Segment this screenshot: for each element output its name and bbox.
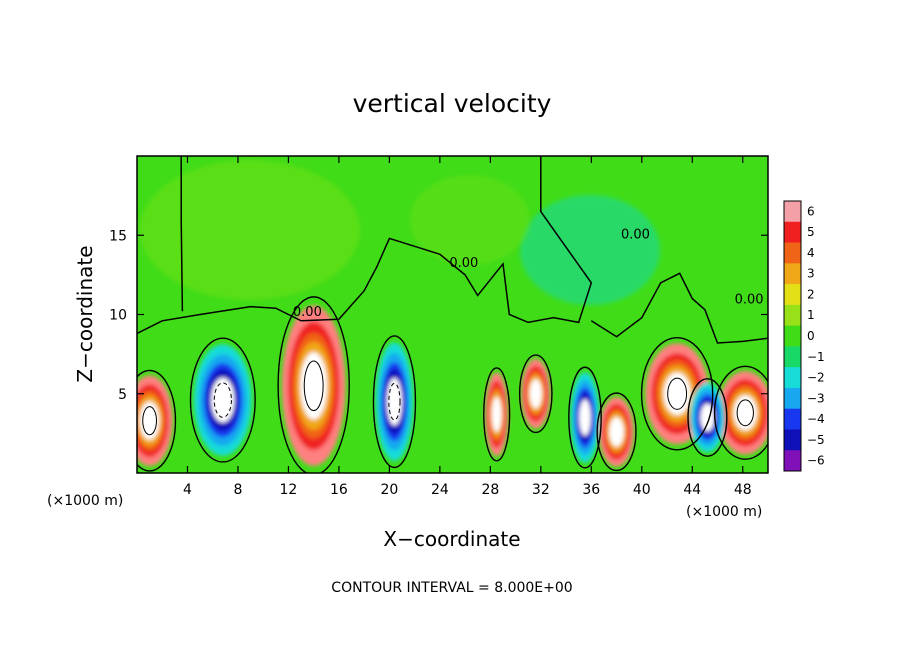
zero-contour [568, 366, 602, 469]
zero-contour [483, 367, 511, 462]
colorbar-swatch [784, 450, 801, 472]
zero-contour [372, 335, 417, 469]
colorbar-swatch [784, 242, 801, 264]
inner-contour [388, 382, 401, 421]
colorbar-tick-label: 4 [807, 246, 815, 260]
inner-contour [303, 360, 324, 412]
colorbar-swatch [784, 201, 801, 223]
x-tick-label: 40 [633, 482, 651, 498]
colorbar: 6 5 4 3 2 1 0 −1 −2 −3 −4 −5 −6 [783, 200, 825, 472]
contour-label: 0.00 [293, 305, 322, 320]
colorbar-tick-label: 6 [807, 204, 815, 218]
colorbar-swatch [784, 263, 801, 285]
zero-contour [640, 336, 714, 451]
colorbar-swatch [784, 221, 801, 244]
y-tick-label: 10 [109, 308, 127, 324]
colorbar-tick-label: 0 [807, 329, 815, 343]
zero-contour-line [590, 272, 768, 344]
contour-interval-note: CONTOUR INTERVAL = 8.000E+00 [331, 580, 572, 596]
contour-label: 0.00 [449, 256, 478, 271]
zero-contour [596, 392, 637, 472]
colorbar-tick-label: 1 [807, 308, 815, 322]
inner-contour [142, 406, 157, 436]
colorbar-tick-label: −5 [807, 433, 825, 447]
downdraft-band-4 [579, 399, 591, 436]
colorbar-tick-label: 2 [807, 287, 815, 301]
colorbar-swatch [784, 346, 801, 368]
chart-title: vertical velocity [353, 89, 552, 118]
x-tick-label: 12 [280, 482, 298, 498]
x-tick-label: 48 [734, 482, 752, 498]
y-axis-label: Z−coordinate [73, 245, 97, 382]
x-tick-label: 32 [532, 482, 550, 498]
colorbar-tick-label: 3 [807, 267, 815, 281]
y-tick-label: 5 [118, 387, 127, 403]
upper-light-patch-2 [410, 175, 530, 265]
colorbar-tick-label: −3 [807, 391, 825, 405]
updraft-band-4 [529, 379, 542, 409]
colorbar-swatch [784, 325, 801, 347]
y-tick-label: 15 [109, 228, 127, 244]
zero-contour-line [137, 156, 593, 335]
upper-light-patch [140, 160, 360, 300]
x-tick-label: 20 [380, 482, 398, 498]
zero-contour [277, 296, 350, 473]
colorbar-tick-label: −2 [807, 371, 825, 385]
updraft-band-4 [609, 417, 624, 447]
x-tick-label: 28 [481, 482, 499, 498]
colorbar-frame [783, 200, 802, 472]
colorbar-swatch [784, 429, 801, 451]
x-tick-label: 16 [330, 482, 348, 498]
x-tick-label: 4 [183, 482, 192, 498]
updraft-band-4 [491, 396, 502, 432]
upper-cyan-patch [520, 195, 660, 305]
colorbar-swatch [784, 304, 801, 327]
inner-contour [736, 399, 754, 427]
colorbar-tick-label: −6 [807, 454, 825, 468]
colorbar-swatch [784, 408, 801, 430]
upper-field [140, 160, 660, 305]
x-tick-label: 44 [683, 482, 701, 498]
x-tick-label: 8 [233, 482, 242, 498]
colorbar-tick-label: −4 [807, 412, 825, 426]
contour-label: 0.00 [621, 227, 650, 242]
zero-contour [713, 365, 768, 460]
colorbar-swatch [784, 367, 801, 389]
colorbar-tick-label: −1 [807, 350, 825, 364]
zero-contour [687, 378, 728, 457]
colorbar-swatch [784, 284, 801, 306]
inner-contour [667, 377, 688, 410]
x-axis-label: X−coordinate [383, 527, 520, 551]
zero-contour [137, 369, 177, 472]
colorbar-swatch [784, 387, 801, 410]
zero-contour-line [180, 156, 184, 312]
x-unit-left: (×1000 m) [47, 493, 123, 509]
x-tick-label: 36 [582, 482, 600, 498]
colorbar-tick-label: 5 [807, 225, 815, 239]
downdraft-band-4 [211, 377, 235, 423]
plot-area [137, 156, 768, 473]
x-unit-right: (×1000 m) [686, 504, 762, 520]
x-tick-label: 24 [431, 482, 449, 498]
contour-label: 0.00 [735, 292, 764, 307]
inner-contour [213, 382, 232, 418]
zero-contour [189, 337, 256, 463]
zero-contour [518, 354, 553, 434]
